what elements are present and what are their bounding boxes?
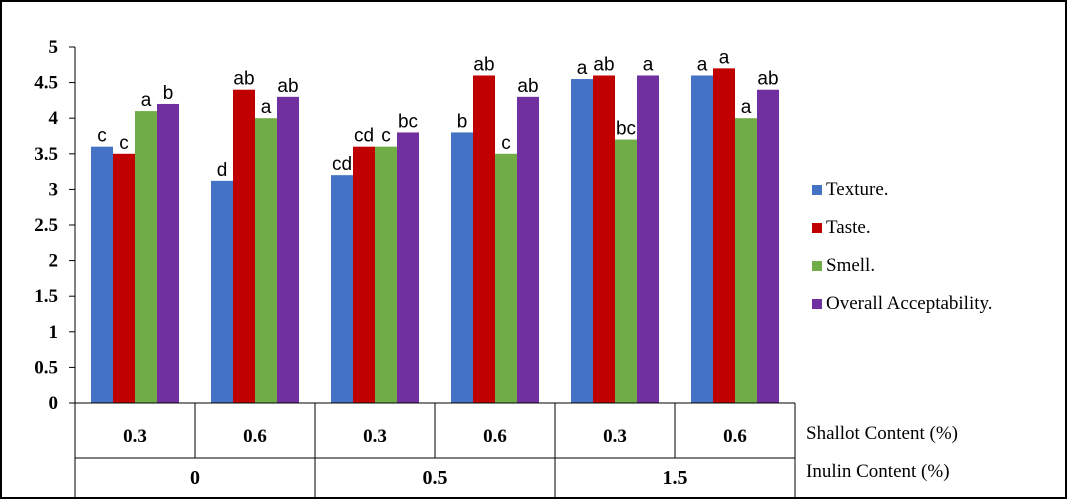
- significance-label: cd: [354, 126, 374, 147]
- y-tick-label: 4: [49, 108, 59, 129]
- bar: [691, 75, 713, 403]
- y-tick-label: 2.5: [34, 215, 58, 236]
- legend-swatch: [812, 185, 822, 195]
- x-group-label-inulin: 0: [190, 467, 200, 489]
- bar: [113, 153, 135, 403]
- bar: [353, 146, 375, 403]
- bar: [135, 111, 157, 403]
- significance-label: ab: [517, 76, 538, 97]
- x-group-label-inulin: 1.5: [663, 467, 688, 489]
- bar: [397, 132, 419, 403]
- x-axis-label-inulin: Inulin Content (%): [806, 461, 950, 482]
- legend-swatch: [812, 223, 822, 233]
- significance-label: cd: [332, 154, 352, 175]
- bar: [735, 118, 757, 403]
- legend-label: Overall Acceptability.: [826, 293, 993, 314]
- legend: Texture. Taste. Smell. Overall Acceptabilit…: [812, 179, 993, 314]
- bar: [637, 75, 659, 403]
- significance-label: bc: [398, 111, 418, 132]
- bar: [233, 89, 255, 403]
- y-tick-label: 4.5: [34, 73, 58, 94]
- significance-label: a: [141, 90, 152, 111]
- x-tick-label-shallot: 0.3: [123, 426, 147, 447]
- y-tick-label: 0.5: [34, 357, 58, 378]
- x-tick-label-shallot: 0.6: [243, 426, 267, 447]
- bar: [517, 96, 539, 403]
- x-tick-label-shallot: 0.6: [483, 426, 507, 447]
- significance-label: bc: [616, 119, 636, 140]
- significance-label: ab: [473, 54, 494, 75]
- legend-label: Taste.: [826, 217, 871, 238]
- significance-label: c: [501, 133, 511, 154]
- x-group-label-inulin: 0.5: [423, 467, 448, 489]
- y-tick-label: 3.5: [34, 144, 58, 165]
- bar: [593, 75, 615, 403]
- bar: [331, 175, 353, 403]
- bar: [211, 180, 233, 403]
- bar: [157, 103, 179, 404]
- significance-label: a: [697, 54, 708, 75]
- y-tick-label: 1.5: [34, 286, 58, 307]
- bars: [91, 68, 779, 404]
- significance-label: c: [381, 126, 391, 147]
- y-axis-ticks: 0 0.5 1 1.5 2 2.5 3 3.5 4 4.5 5: [34, 37, 75, 414]
- significance-label: ab: [593, 54, 614, 75]
- significance-label: a: [643, 54, 654, 75]
- bar: [255, 118, 277, 403]
- significance-label: a: [261, 97, 272, 118]
- significance-label: b: [457, 111, 468, 132]
- significance-label: b: [163, 83, 174, 104]
- legend-label: Smell.: [826, 255, 875, 276]
- y-tick-label: 2: [49, 251, 59, 272]
- y-tick-label: 1: [49, 322, 59, 343]
- y-tick-label: 3: [49, 179, 59, 200]
- y-tick-label: 0: [49, 393, 59, 414]
- bar: [277, 96, 299, 403]
- bar: [495, 153, 517, 403]
- legend-label: Texture.: [826, 179, 889, 200]
- significance-label: c: [97, 126, 107, 147]
- significance-label: a: [741, 97, 752, 118]
- legend-swatch: [812, 261, 822, 271]
- significance-label: c: [119, 133, 129, 154]
- bar: [757, 89, 779, 403]
- bar: [713, 68, 735, 404]
- x-axis-categories: 0.3 0.6 0.3 0.6 0.3 0.6 0 0.5 1.5: [123, 403, 796, 497]
- x-tick-label-shallot: 0.6: [723, 426, 747, 447]
- legend-swatch: [812, 299, 822, 309]
- x-tick-label-shallot: 0.3: [363, 426, 387, 447]
- bar: [473, 75, 495, 403]
- bar: [91, 146, 113, 403]
- significance-label: d: [217, 160, 228, 181]
- bar: [451, 132, 473, 403]
- x-axis-label-shallot: Shallot Content (%): [806, 423, 958, 444]
- x-tick-label-shallot: 0.3: [603, 426, 627, 447]
- significance-label: ab: [757, 69, 778, 90]
- significance-label: ab: [277, 76, 298, 97]
- bar: [571, 79, 593, 403]
- significance-label: a: [577, 58, 588, 79]
- significance-label: ab: [233, 69, 254, 90]
- significance-label: a: [719, 47, 730, 68]
- y-tick-label: 5: [49, 37, 59, 58]
- bar: [375, 146, 397, 403]
- bar: [615, 139, 637, 403]
